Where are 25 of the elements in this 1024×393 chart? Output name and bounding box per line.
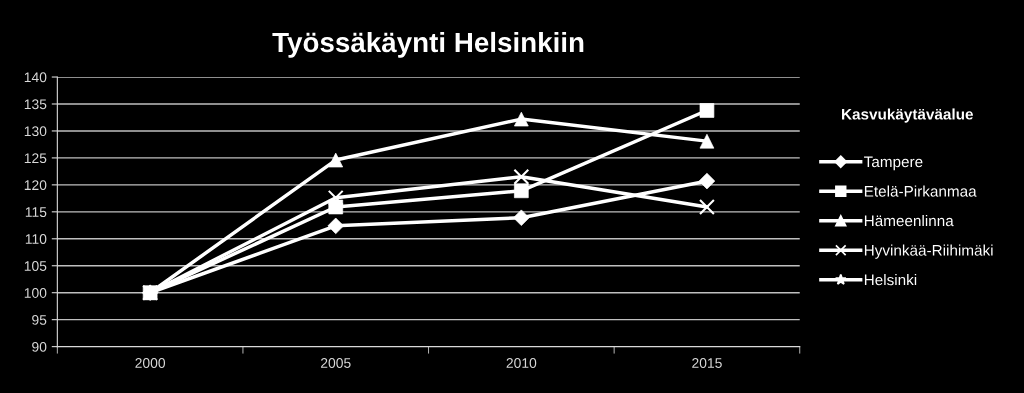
chart-title: Työssäkäynti Helsinkiin [272,31,584,58]
legend-label: Hyvinkää-Riihimäki [864,244,993,259]
y-tick-label: 115 [25,207,47,217]
point [514,183,529,199]
legend-label: Helsinki [864,274,917,286]
y-tick-label: 125 [24,153,47,164]
point [513,168,530,185]
y-tick-label: 105 [24,261,47,271]
x-tick-label: 2005 [321,358,351,368]
y-tick-label: 110 [25,234,47,244]
x-tick-label: 2010 [506,358,537,368]
x-tick-label: 2000 [135,358,166,368]
y-tick-label: 135 [24,99,47,110]
legend-label: Hämeenlinna [864,215,954,227]
legend-label: Tampere [864,156,923,171]
y-tick-label: 95 [32,315,47,325]
y-tick-label: 120 [24,180,47,191]
y-tick-label: 90 [32,341,47,352]
legend-label: Etelä-Pirkanmaa [864,185,977,197]
legend-title: Kasvukäytäväalue [842,108,973,123]
x-tick-label: 2015 [692,358,722,368]
point [698,198,715,215]
y-tick-label: 140 [24,72,47,83]
y-tick-label: 100 [24,288,47,298]
y-tick-label: 130 [24,126,47,137]
